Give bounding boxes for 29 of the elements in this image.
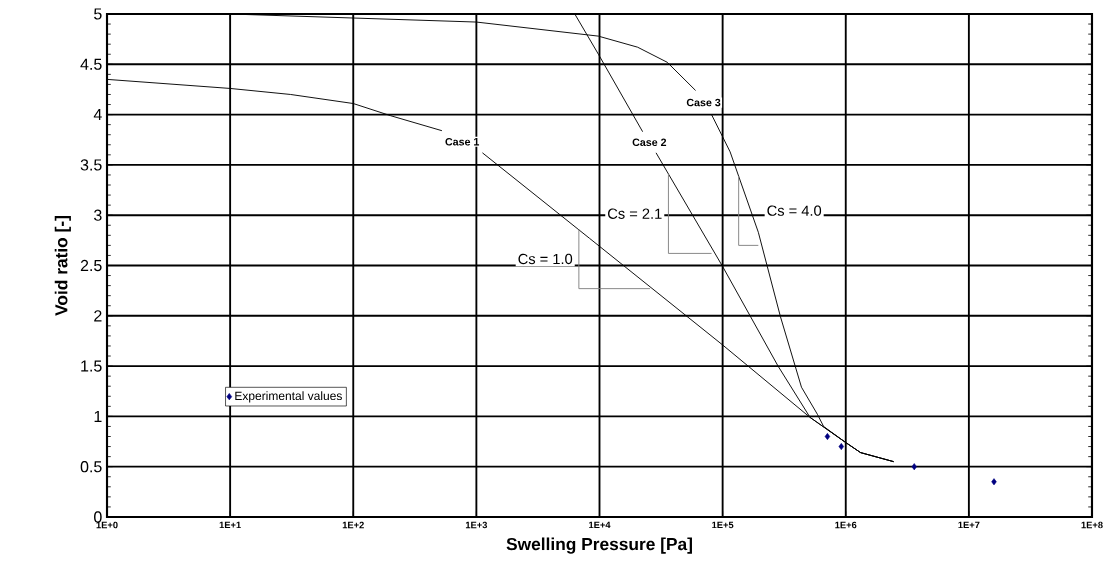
y-tick-label: 1.5 — [81, 360, 102, 372]
y-tick-label: 3.5 — [80, 159, 102, 171]
x-tick-label: 1E+5 — [712, 521, 734, 529]
x-tick-label: 1E+8 — [1081, 521, 1103, 529]
annotation: Cs = 4.0 — [767, 205, 822, 216]
x-tick-label: 1E+4 — [589, 521, 611, 529]
annotation: Cs = 1.0 — [518, 253, 573, 265]
x-tick-label: 1E+1 — [219, 521, 241, 529]
x-tick-label: 1E+2 — [342, 521, 364, 529]
y-tick-label: 1 — [94, 410, 102, 422]
series-label: Case 2 — [632, 138, 667, 147]
series-label: Case 3 — [686, 98, 721, 107]
x-tick-label: 1E+6 — [835, 521, 857, 529]
annotation: Cs = 2.1 — [608, 208, 662, 219]
y-tick-label: 2 — [94, 310, 102, 322]
y-tick-label: 3 — [94, 209, 102, 221]
y-tick-label: 4 — [93, 109, 102, 121]
y-tick-label: 2.5 — [80, 259, 102, 272]
x-axis-title: Swelling Pressure [Pa] — [506, 537, 692, 554]
y-tick-label: 0.5 — [80, 461, 102, 473]
legend-label: Experimental values — [235, 391, 342, 403]
y-axis-title: Void ratio [-] — [54, 216, 71, 316]
series-label: Case 1 — [445, 137, 480, 146]
x-tick-label: 1E+3 — [465, 521, 488, 529]
y-tick-label: 0 — [94, 511, 102, 523]
y-tick-label: 4.5 — [80, 58, 102, 70]
x-tick-label: 1E+0 — [96, 521, 118, 529]
x-tick-label: 1E+7 — [958, 521, 980, 529]
y-tick-label: 5 — [94, 8, 102, 20]
